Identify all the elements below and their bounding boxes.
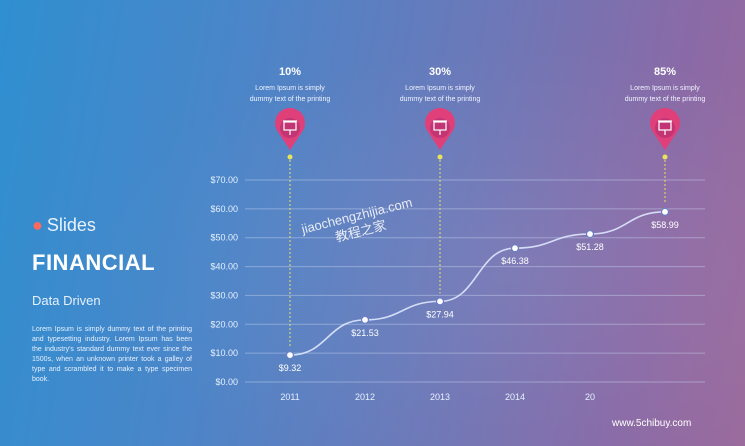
annotation-pin-inner [280, 118, 300, 138]
annotation-percent: 85% [654, 66, 676, 78]
annotation-dot [662, 154, 668, 160]
description-text: Lorem Ipsum is simply dummy text of the … [32, 326, 192, 383]
annotation-pin-inner [430, 118, 450, 138]
annotation-text-line2: dummy text of the printing [625, 96, 706, 103]
data-point [510, 244, 520, 253]
annotation-percent: 10% [279, 66, 301, 78]
data-point [285, 351, 295, 360]
annotation-text-line2: dummy text of the printing [250, 96, 331, 103]
brand-logo: ● Slides [32, 215, 96, 236]
data-label: $9.32 [279, 363, 302, 373]
x-tick-label: 2013 [430, 392, 450, 402]
series-line [289, 210, 666, 356]
annotation-text-line1: Lorem Ipsum is simply [255, 85, 325, 92]
annotation-text-line1: Lorem Ipsum is simply [405, 85, 475, 92]
x-tick-label: 20 [585, 392, 595, 402]
annotation-text-line2: dummy text of the printing [400, 96, 481, 103]
data-point [360, 315, 370, 324]
x-tick-label: 2011 [280, 392, 299, 402]
data-point [435, 297, 445, 306]
x-tick-label: 2012 [355, 392, 375, 402]
data-point [585, 229, 595, 239]
annotation-dot [287, 154, 293, 160]
y-tick-label: $10.00 [210, 348, 238, 358]
brand-name: Slides [46, 215, 96, 235]
y-tick-label: $40.00 [210, 262, 238, 272]
y-tick-label: $0.00 [215, 377, 238, 387]
footer-url: www.5chibuy.com [612, 418, 692, 429]
brand-mark-icon: ● [32, 215, 43, 235]
annotation-dot [437, 154, 443, 160]
annotation-text-line1: Lorem Ipsum is simply [630, 85, 700, 92]
data-label: $46.38 [501, 256, 529, 266]
page-subtitle: Data Driven [32, 293, 101, 308]
y-tick-label: $50.00 [210, 233, 238, 243]
data-label: $21.53 [351, 328, 379, 338]
annotation-pin-icon [425, 108, 456, 150]
y-tick-label: $20.00 [210, 319, 238, 329]
page-title: FINANCIAL [32, 250, 156, 275]
y-tick-label: $30.00 [210, 290, 238, 300]
annotation-percent: 30% [429, 66, 451, 78]
annotation-pin-inner [655, 118, 675, 138]
y-tick-label: $70.00 [210, 175, 238, 185]
annotation-pin-icon [650, 107, 680, 150]
data-point [660, 207, 670, 216]
data-label: $27.94 [426, 309, 454, 319]
data-label: $58.99 [651, 220, 679, 230]
data-label: $51.28 [576, 242, 604, 252]
x-tick-label: 2014 [505, 392, 525, 402]
annotation-pin-icon [275, 108, 306, 150]
y-tick-label: $60.00 [210, 204, 238, 214]
